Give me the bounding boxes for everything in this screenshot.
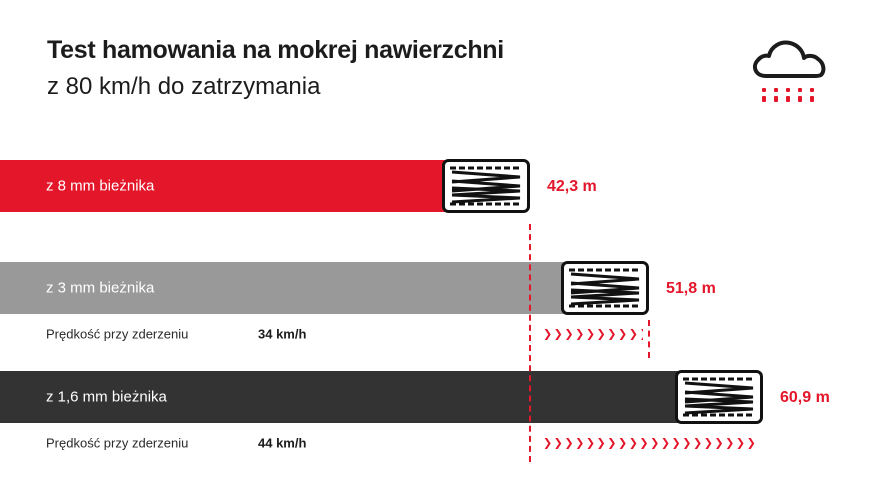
impact-speed-value-3mm: 34 km/h — [258, 326, 307, 342]
page-title: Test hamowania na mokrej nawierzchni — [47, 36, 504, 64]
bar-label-8mm: z 8 mm bieżnika — [46, 177, 155, 195]
tire-tread-icon — [675, 370, 763, 424]
bar-8mm: z 8 mm bieżnika — [0, 160, 446, 212]
page-subtitle: z 80 km/h do zatrzymania — [47, 73, 321, 100]
distance-value-3mm: 51,8 m — [665, 280, 716, 297]
bar-1-6mm: z 1,6 mm bieżnika — [0, 371, 679, 423]
distance-value-8mm: 42,3 m — [546, 178, 597, 195]
rain-cloud-icon — [752, 40, 826, 102]
stop-line-8mm — [528, 224, 531, 462]
impact-arrows-1-6mm: ❯❯❯❯❯❯❯❯❯❯❯❯❯❯❯❯❯❯❯❯❯❯❯❯❯ — [542, 437, 757, 450]
impact-speed-label: Prędkość przy zderzeniu — [46, 435, 189, 451]
impact-speed-label: Prędkość przy zderzeniu — [46, 326, 189, 342]
bar-label-1-6mm: z 1,6 mm bieżnika — [46, 388, 167, 406]
impact-speed-value-1-6mm: 44 km/h — [258, 435, 307, 451]
bar-3mm: z 3 mm bieżnika — [0, 262, 565, 314]
tire-tread-icon — [560, 261, 649, 315]
distance-value-1-6mm: 60,9 m — [780, 389, 830, 406]
stop-line-3mm — [647, 320, 650, 358]
bar-label-3mm: z 3 mm bieżnika — [46, 279, 155, 297]
impact-arrows-3mm: ❯❯❯❯❯❯❯❯❯❯❯ — [542, 328, 643, 341]
tire-tread-icon — [441, 159, 530, 213]
